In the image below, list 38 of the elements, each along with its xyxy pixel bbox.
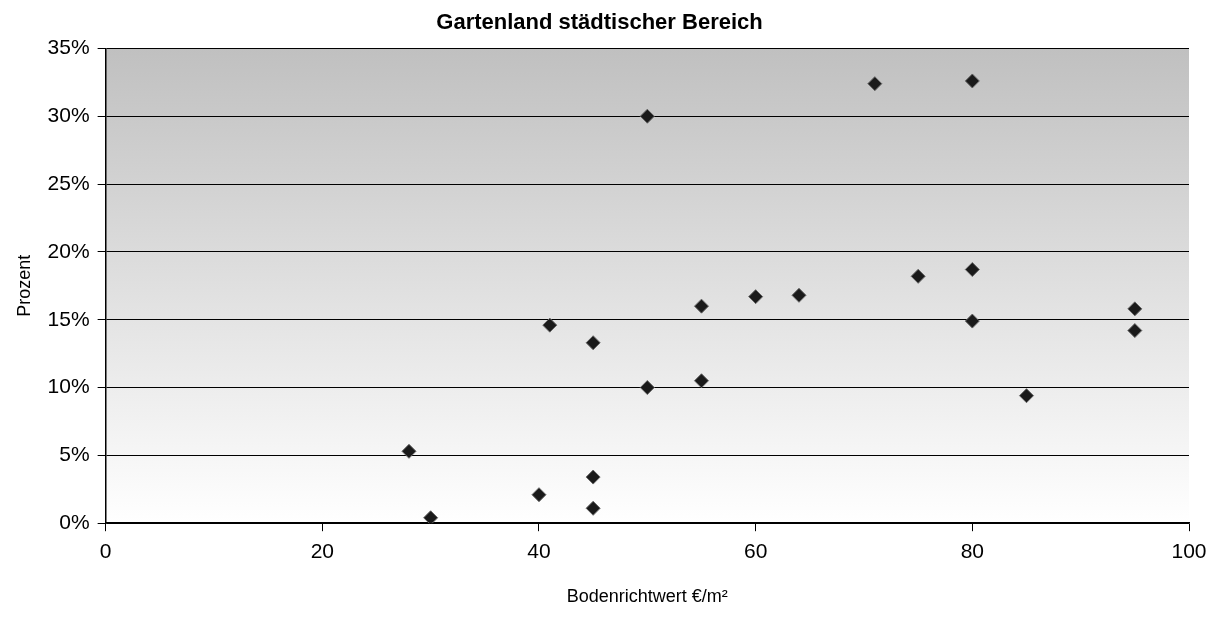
x-tick-label: 40: [527, 538, 551, 562]
point: [531, 487, 547, 503]
point: [585, 335, 601, 351]
point: [964, 73, 980, 89]
point: [964, 313, 980, 329]
x-tick-label: 100: [1171, 538, 1207, 562]
y-tick-label: 5%: [59, 442, 90, 466]
point: [910, 268, 926, 284]
point: [748, 289, 764, 305]
y-tick-label: 0%: [59, 510, 90, 533]
point: [639, 380, 655, 396]
x-axis-title: Bodenrichtwert €/m²: [566, 586, 728, 607]
y-tick-label: 20%: [47, 238, 90, 262]
point: [401, 443, 417, 459]
y-tick-label: 30%: [47, 103, 90, 127]
point: [1019, 388, 1034, 404]
x-tick-label: 0: [99, 538, 112, 562]
point: [639, 108, 655, 124]
point: [585, 469, 601, 485]
point: [693, 298, 709, 314]
point: [964, 262, 980, 278]
y-tick-label: 25%: [47, 170, 90, 194]
point: [1127, 301, 1143, 317]
chart-title: Gartenland städtischer Bereich: [436, 9, 763, 35]
point: [791, 287, 807, 303]
point: [867, 76, 883, 92]
point: [585, 500, 601, 516]
point: [423, 510, 439, 524]
x-tick-label: 20: [310, 538, 334, 562]
point: [1127, 323, 1143, 339]
x-tick-label: 80: [960, 538, 985, 562]
point: [542, 317, 558, 333]
y-tick-label: 10%: [47, 374, 90, 398]
y-tick-label: 35%: [47, 35, 90, 59]
y-tick-label: 15%: [47, 306, 90, 330]
x-tick-label: 60: [743, 538, 768, 562]
y-axis-title: Prozent: [13, 254, 34, 317]
point: [693, 373, 709, 389]
